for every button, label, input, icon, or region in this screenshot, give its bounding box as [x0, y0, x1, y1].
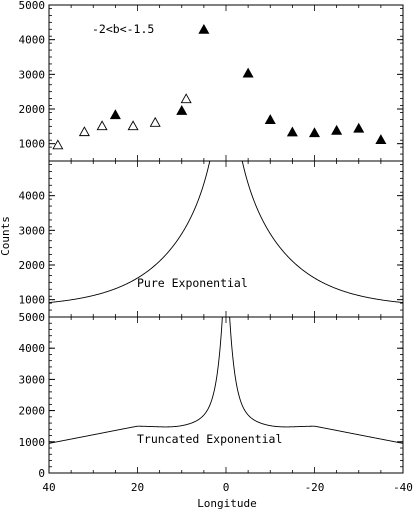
y-tick-label: 0: [38, 467, 45, 480]
panel-frame: [48, 316, 404, 474]
data-point-filled: [198, 23, 210, 34]
y-tick-label: 3000: [19, 224, 46, 237]
y-tick-label: 4000: [19, 190, 46, 203]
x-tick-label: 40: [42, 481, 55, 494]
data-point-filled: [331, 124, 343, 135]
panel-annotation: Truncated Exponential: [137, 432, 282, 446]
model-curve: [49, 317, 403, 444]
y-tick-label: 1000: [19, 138, 46, 151]
panel-annotation: Pure Exponential: [137, 276, 248, 290]
data-point-filled: [264, 114, 276, 124]
data-point-open: [149, 116, 161, 127]
x-tick-label: 20: [131, 481, 144, 494]
y-axis-title: Counts: [0, 216, 12, 256]
data-point-open: [96, 120, 108, 131]
x-tick-label: -40: [393, 481, 413, 494]
x-axis-title: Longitude: [197, 497, 257, 510]
panel-pure-exponential: 1000 2000 3000 4000 Pure Exponential: [19, 160, 404, 318]
x-tick-label: 0: [223, 481, 230, 494]
y-tick-label: 5000: [19, 311, 46, 324]
model-curve: [49, 161, 403, 303]
y-tick-label: 1000: [19, 294, 46, 307]
y-tick-label: 4000: [19, 342, 46, 355]
panel-truncated-exponential: 0 1000 2000 3000 4000 5000 Truncated Exponenti…: [19, 311, 404, 480]
data-point-filled: [308, 127, 321, 138]
data-point-open: [180, 93, 192, 104]
data-point-filled: [286, 126, 298, 137]
y-tick-label: 1000: [19, 436, 46, 449]
data-point-open: [52, 139, 64, 150]
data-point-filled: [176, 105, 188, 115]
x-tick-label: -20: [305, 481, 325, 494]
y-tick-label: 4000: [19, 34, 46, 47]
x-axis: 40 20 0 -20 -40: [42, 481, 413, 494]
y-tick-label: 3000: [19, 68, 46, 81]
data-point-filled: [375, 134, 387, 145]
y-tick-label: 2000: [19, 103, 46, 116]
data-point-open: [78, 126, 90, 137]
y-tick-label: 5000: [19, 0, 46, 12]
panel-annotation: -2<b<-1.5: [92, 22, 154, 36]
data-point-open: [127, 120, 139, 131]
data-point-filled: [242, 67, 254, 78]
y-tick-label: 2000: [19, 405, 46, 418]
y-tick-label: 3000: [19, 373, 46, 386]
panel-observed: 1000 2000 3000 4000 5000 -2<b<-1.5: [19, 0, 404, 162]
data-point-filled: [353, 122, 365, 133]
y-tick-label: 2000: [19, 259, 46, 272]
data-point-filled: [109, 109, 121, 120]
